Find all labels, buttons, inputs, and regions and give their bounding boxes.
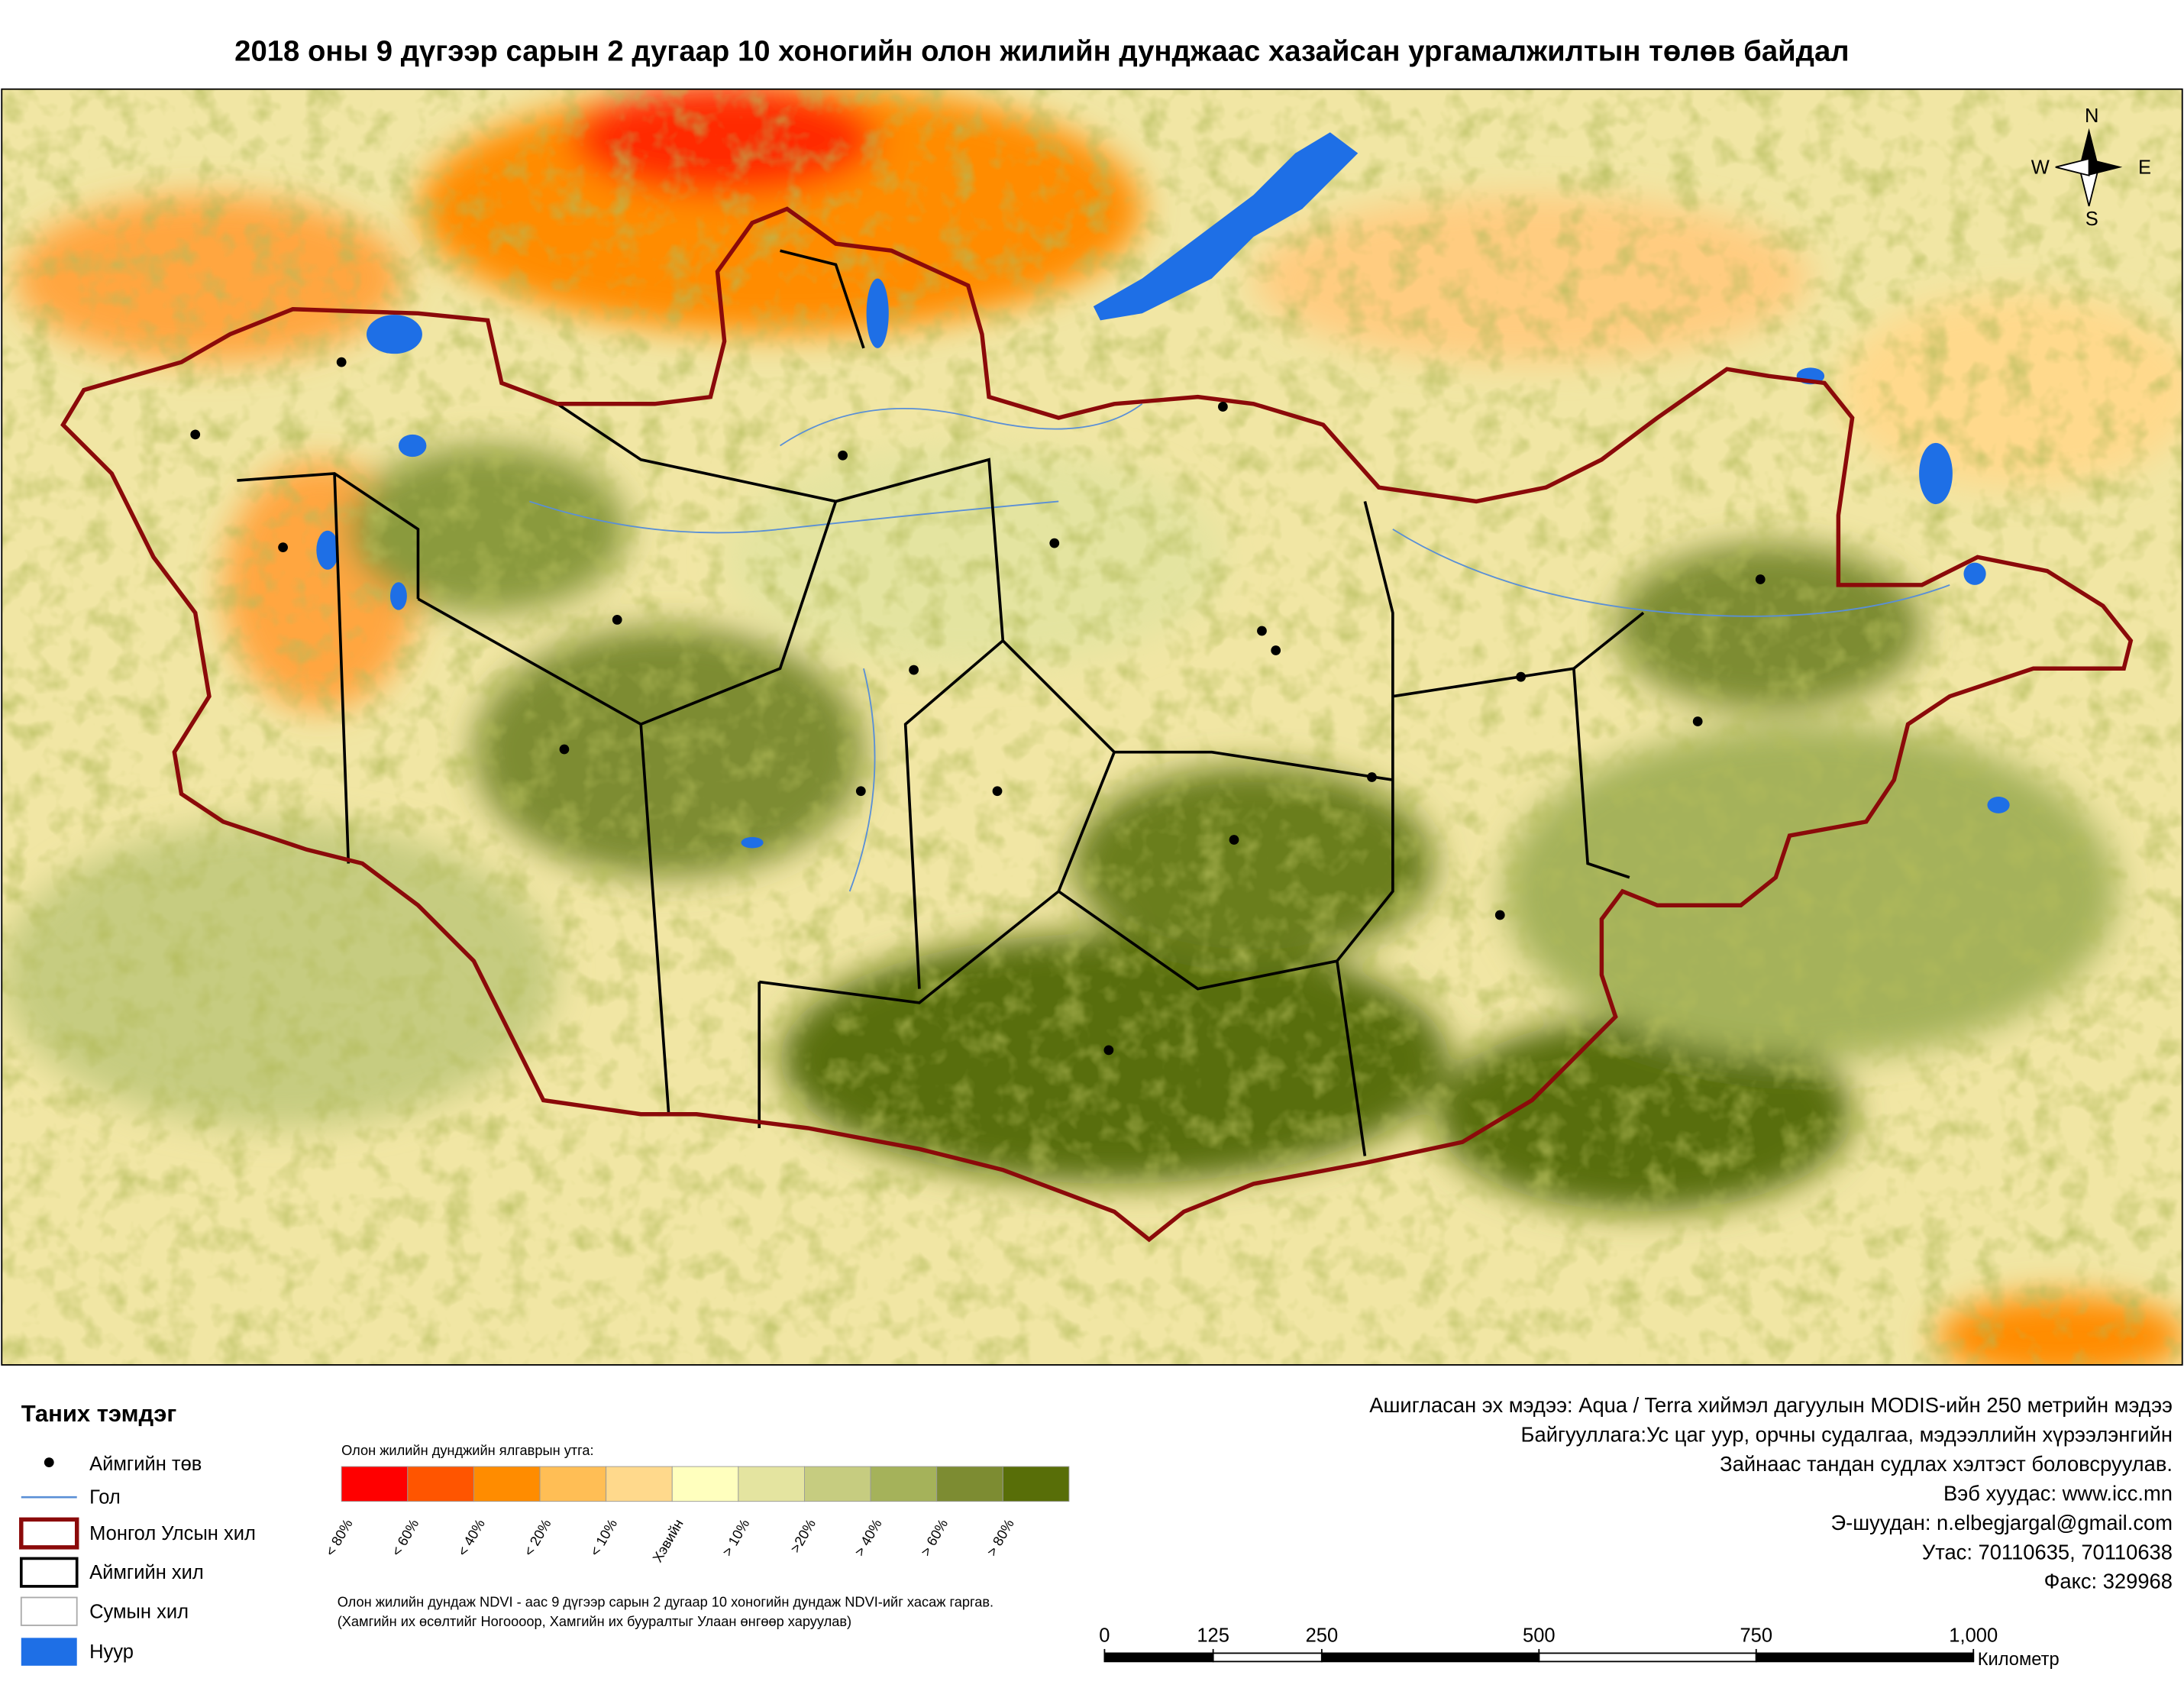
north-label: N <box>2085 105 2098 127</box>
scale-segment <box>1212 1652 1323 1663</box>
ndvi-swatch <box>671 1466 739 1502</box>
scale-bar: 0 125 250 500 750 1,000 Километр <box>1099 1625 2059 1670</box>
credit-line: Байгууллага:Ус цаг уур, орчны судалгаа, … <box>1521 1422 2173 1446</box>
legend-label: Гол <box>89 1487 121 1509</box>
legend-label: Сумын хил <box>89 1601 189 1622</box>
ndvi-swatch <box>1002 1466 1070 1502</box>
scale-segment <box>1103 1652 1214 1663</box>
ndvi-swatch <box>539 1466 607 1502</box>
legend-label: Аймгийн хил <box>89 1562 204 1583</box>
north-arrow: N S E W <box>2031 105 2151 230</box>
scale-tick-label: 0 <box>1099 1625 1110 1646</box>
credit-line: Ашигласан эх мэдээ: Aqua / Terra хиймэл … <box>1369 1393 2173 1417</box>
map-frame <box>1 88 2183 1366</box>
scale-segment <box>1755 1652 1975 1663</box>
note-line: (Хамгийн их өсөлтийг Ногоооор, Хамгийн и… <box>338 1613 851 1629</box>
scale-tick-label: 1,000 <box>1949 1625 1998 1646</box>
ndvi-legend-title: Олон жилийн дунджийн ялгаврын утга: <box>341 1442 593 1458</box>
ndvi-swatch <box>804 1466 871 1502</box>
scale-tick-label: 250 <box>1306 1625 1339 1646</box>
map-image <box>2 89 2182 1365</box>
credit-line: Зайнаас тандан судлах хэлтэст боловсруул… <box>1720 1452 2173 1476</box>
ndvi-swatch <box>606 1466 673 1502</box>
scale-tick-label: 125 <box>1197 1625 1229 1646</box>
east-label: E <box>2138 157 2151 178</box>
ndvi-swatch <box>738 1466 805 1502</box>
ndvi-swatch <box>870 1466 938 1502</box>
credit-line: Вэб хуудас: www.icc.mn <box>1943 1481 2173 1505</box>
ndvi-swatch <box>936 1466 1003 1502</box>
legend: Таних тэмдэг Аймгийн төв Гол Монгол Улсы… <box>19 1400 256 1666</box>
credit-line: Э-шуудан: n.elbegjargal@gmail.com <box>1830 1511 2173 1534</box>
note-line: Олон жилийн дундаж NDVI - аас 9 дүгээр с… <box>338 1594 993 1610</box>
ndvi-swatch <box>407 1466 474 1502</box>
scale-tick-label: 500 <box>1523 1625 1556 1646</box>
legend-label: Аймгийн төв <box>89 1454 202 1475</box>
scale-segment <box>1320 1652 1540 1663</box>
credit-line: Факс: 329968 <box>2044 1570 2173 1593</box>
west-label: W <box>2031 157 2050 178</box>
map-title: 2018 оны 9 дүгээр сарын 2 дугаар 10 хоно… <box>234 34 1849 67</box>
credit-line: Утас: 70110635, 70110638 <box>1922 1540 2173 1564</box>
scale-segment <box>1538 1652 1757 1663</box>
scale-unit: Километр <box>1978 1650 2060 1670</box>
south-label: S <box>2085 209 2098 230</box>
legend-label: Монгол Улсын хил <box>89 1523 256 1544</box>
scale-tick-label: 750 <box>1740 1625 1772 1646</box>
legend-label: Нуур <box>89 1641 134 1663</box>
legend-title: Таних тэмдэг <box>21 1400 177 1427</box>
ndvi-swatch <box>341 1466 409 1502</box>
ndvi-swatch <box>473 1466 541 1502</box>
credits: Ашигласан эх мэдээ: Aqua / Terra хиймэл … <box>1369 1393 2173 1593</box>
